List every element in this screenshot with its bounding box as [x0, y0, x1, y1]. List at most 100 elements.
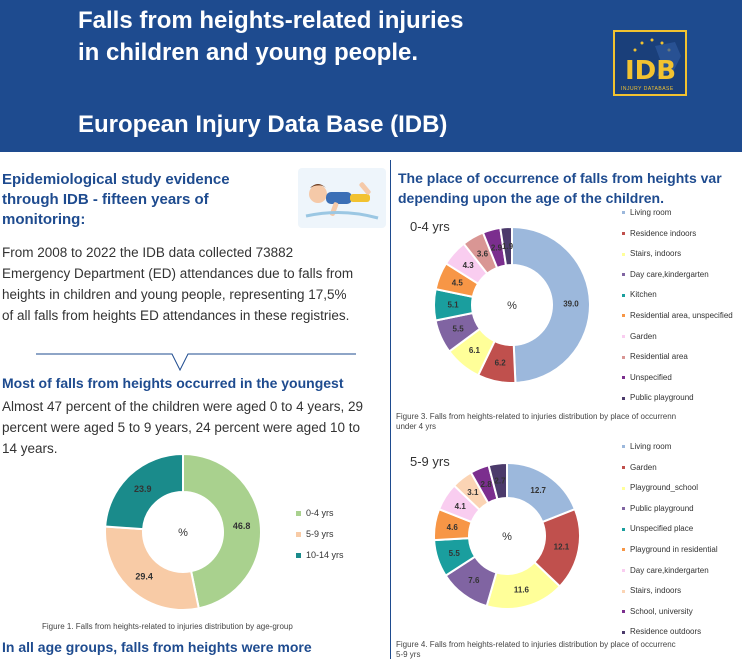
legend-item: Garden: [622, 332, 657, 341]
donut-center-label: %: [507, 300, 517, 312]
legend-swatch: [622, 445, 625, 449]
slice-data-label: 3.1: [467, 488, 479, 497]
donut-center-label: %: [502, 531, 512, 543]
legend-item: Unspecified: [622, 373, 672, 382]
intro-line: of all falls from heights ED attendances…: [2, 308, 350, 323]
place-0-4-donut-chart: 39.0 6.2 6.1 5.5 5.1 4.5 4.33.62.9 1.9%: [434, 225, 590, 384]
legend-swatch: [622, 355, 625, 359]
right-title-line: depending upon the age of the children.: [398, 190, 664, 206]
section-divider: [36, 353, 356, 372]
donut-center-label: %: [178, 527, 188, 539]
legend-swatch: [622, 293, 625, 297]
column-divider: [390, 160, 391, 659]
right-title: The place of occurrence of falls from he…: [398, 168, 722, 208]
legend-label: 0-4 yrs: [306, 508, 334, 518]
legend-item: Garden: [622, 463, 657, 472]
slice-data-label: 5.5: [449, 549, 461, 558]
legend-label: Garden: [630, 331, 657, 341]
legend-swatch: [296, 532, 301, 538]
place-5-9-donut-chart: 12.7 12.1 11.6 7.6 5.5 4.6 4.13.12.8 2.7%: [434, 461, 580, 610]
legend-label: Living room: [630, 442, 672, 451]
legend-label: Public playground: [630, 393, 694, 403]
legend-item: Public playground: [622, 393, 694, 402]
legend-label: Garden: [630, 462, 657, 472]
legend-item: 0-4 yrs: [296, 508, 334, 518]
legend-swatch: [622, 630, 625, 634]
figure4-caption-line: Figure 4. Falls from heights-related to …: [396, 640, 676, 649]
slice-data-label: 4.1: [455, 502, 467, 511]
legend-item: Unspecified place: [622, 524, 693, 533]
age-group-donut-chart: 46.8 29.4 23.9%: [104, 452, 262, 611]
slice-data-label: 2.9: [491, 244, 503, 253]
figure3-caption: Figure 3. Falls from heights-related to …: [396, 412, 676, 432]
legend-item: Living room: [622, 208, 671, 217]
legend-item: Residence indoors: [622, 229, 696, 238]
falling-child-icon: [305, 182, 379, 220]
legend-swatch: [622, 610, 625, 614]
legend-item: Residential area, unspecified: [622, 311, 733, 320]
legend-label: Day care,kindergarten: [630, 269, 709, 279]
age-line: Almost 47 percent of the children were a…: [2, 399, 363, 414]
slice-data-label: 5.1: [447, 301, 459, 310]
slice-data-label: 4.5: [452, 279, 464, 288]
legend-item: Playground in residential: [622, 545, 718, 554]
eu-stars-icon: [633, 38, 681, 76]
legend-swatch: [622, 314, 625, 318]
section1-title-line: through IDB - fifteen years of: [2, 191, 209, 208]
legend-item: Kitchen: [622, 290, 657, 299]
legend-swatch: [296, 511, 301, 517]
legend-label: 10-14 yrs: [306, 550, 344, 560]
slice-data-label: 7.6: [468, 576, 480, 585]
slice-data-label: 2.7: [494, 477, 506, 486]
legend-item: 5-9 yrs: [296, 529, 334, 539]
intro-paragraph: From 2008 to 2022 the IDB data collected…: [2, 242, 386, 326]
right-title-line: The place of occurrence of falls from he…: [398, 170, 722, 186]
legend-label: Playground in residential: [630, 545, 718, 554]
legend-label: Stairs, indoors: [630, 249, 682, 259]
donut-slice: [487, 461, 508, 501]
logo-text: IDB: [625, 56, 677, 86]
logo-subtext: INJURY DATABASE: [621, 86, 674, 92]
place-0-4-legend: Living room Residence indoors Stairs, indo…: [622, 208, 740, 408]
slice-data-label: 6.2: [495, 358, 507, 367]
legend-item: 10-14 yrs: [296, 550, 344, 560]
legend-label: Residential area: [630, 352, 688, 362]
legend-swatch: [622, 396, 625, 400]
title-line-2: in children and young people.: [78, 39, 419, 66]
legend-label: Unspecified: [630, 372, 672, 382]
figure3-caption-line: Figure 3. Falls from heights-related to …: [396, 412, 677, 421]
age-line: 14 years.: [2, 441, 58, 456]
label-0-4-yrs: 0-4 yrs: [410, 219, 450, 234]
legend-item: Residence outdoors: [622, 627, 701, 636]
legend-label: Unspecified place: [630, 524, 694, 534]
legend-label: Stairs, indoors: [630, 586, 682, 596]
slice-data-label: 12.7: [530, 486, 546, 495]
slice-data-label: 11.6: [514, 585, 530, 594]
figure1-caption: Figure 1. Falls from heights-related to …: [42, 622, 293, 631]
legend-label: School, university: [630, 606, 693, 616]
intro-line: heights in children and young people, re…: [2, 287, 347, 302]
legend-item: Stairs, indoors: [622, 586, 681, 595]
legend-swatch: [622, 273, 625, 277]
legend-item: Playground_school: [622, 483, 698, 492]
figure3-caption-line: under 4 yrs: [396, 422, 437, 431]
section1-title-line: Epidemiological study evidence: [2, 171, 230, 188]
slice-data-label: 46.8: [233, 521, 251, 531]
section3-title: In all age groups, falls from heights we…: [2, 639, 312, 655]
slice-data-label: 39.0: [563, 299, 579, 308]
legend-label: Residential area, unspecified: [630, 311, 733, 320]
page-header: Falls from heights-related injuries in c…: [0, 0, 742, 152]
slice-data-label: 3.6: [477, 250, 489, 259]
age-line: percent were aged 5 to 9 years, 24 perce…: [2, 420, 360, 435]
label-5-9-yrs: 5-9 yrs: [410, 454, 450, 469]
legend-swatch: [296, 553, 301, 559]
slice-data-label: 2.8: [481, 480, 493, 489]
legend-label: Day care,kindergarten: [630, 565, 709, 575]
legend-swatch: [622, 589, 625, 593]
slice-data-label: 23.9: [134, 484, 152, 494]
legend-label: Living room: [630, 208, 672, 217]
legend-item: Day care,kindergarten: [622, 566, 709, 575]
slice-data-label: 29.4: [135, 571, 153, 581]
slice-data-label: 12.1: [554, 542, 570, 551]
age-group-legend: 0-4 yrs 5-9 yrs 10-14 yrs: [296, 508, 376, 564]
